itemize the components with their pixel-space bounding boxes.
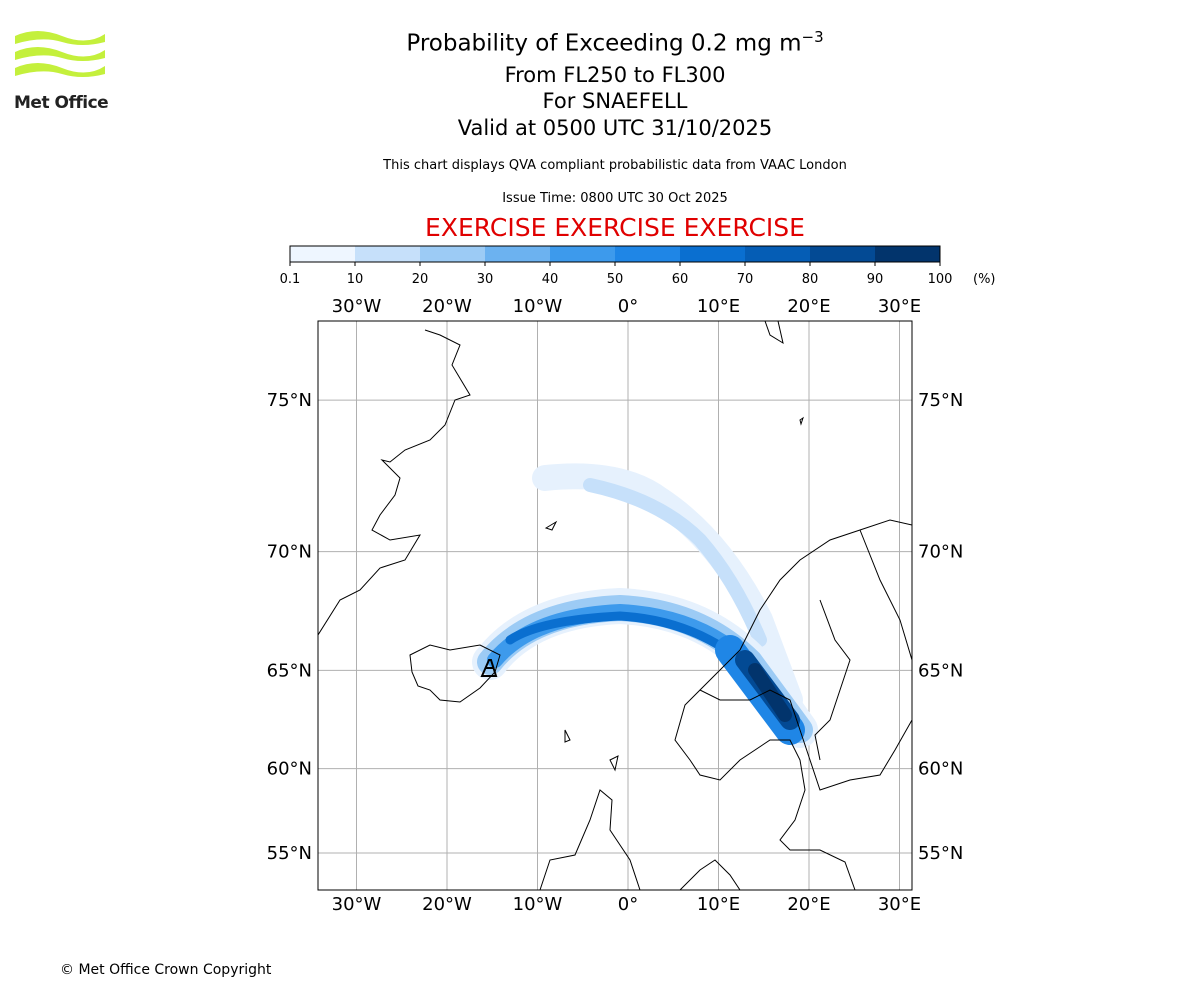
- colorbar-segment: [485, 246, 550, 262]
- lon-label-top: 0°: [618, 296, 638, 317]
- ash-plume: [472, 463, 818, 748]
- lon-label-bottom: 30°E: [878, 894, 921, 915]
- lat-label-left: 60°N: [267, 759, 312, 780]
- colorbar-tick-label: 70: [737, 272, 754, 287]
- lon-label-top: 10°E: [697, 296, 740, 317]
- colorbar-segment: [810, 246, 875, 262]
- lon-label-bottom: 10°E: [697, 894, 740, 915]
- logo-text: Met Office: [14, 93, 108, 112]
- colorbar-tick-label: 50: [607, 272, 624, 287]
- volcano-symbol: [480, 659, 498, 677]
- colorbar-segment: [745, 246, 810, 262]
- lat-label-right: 75°N: [918, 390, 963, 411]
- lon-label-bottom: 10°W: [513, 894, 563, 915]
- issue-time: Issue Time: 0800 UTC 30 Oct 2025: [502, 191, 728, 206]
- subtitle: This chart displays QVA compliant probab…: [383, 158, 847, 173]
- lat-label-left: 55°N: [267, 843, 312, 864]
- colorbar-segment: [290, 246, 355, 262]
- lon-label-bottom: 0°: [618, 894, 638, 915]
- logo-waves: [15, 31, 105, 77]
- colorbar-frame: [289, 245, 941, 263]
- colorbar-segment: [875, 246, 940, 262]
- lat-label-left: 75°N: [267, 390, 312, 411]
- title-superscript: −3: [801, 28, 824, 46]
- lon-label-top: 20°E: [787, 296, 830, 317]
- exercise-banner: EXERCISE EXERCISE EXERCISE: [425, 213, 805, 242]
- colorbar-tick-label: 40: [542, 272, 559, 287]
- colorbar-segment: [680, 246, 745, 262]
- colorbar-tick-label: 60: [672, 272, 689, 287]
- coastlines: [318, 321, 912, 890]
- lat-label-right: 60°N: [918, 759, 963, 780]
- colorbar-tick-label: 90: [867, 272, 884, 287]
- title: Probability of Exceeding 0.2 mg m−3: [406, 28, 823, 57]
- lon-label-top: 20°W: [422, 296, 472, 317]
- title-line: For SNAEFELL: [542, 89, 688, 113]
- colorbar-tick-label: 100: [928, 272, 953, 287]
- colorbar: 0.1 10 20 30 40 50 60 70 80 90 100 (%): [280, 245, 996, 287]
- lon-label-bottom: 20°W: [422, 894, 472, 915]
- colorbar-segment: [550, 246, 615, 262]
- title-line: Valid at 0500 UTC 31/10/2025: [457, 116, 773, 140]
- colorbar-tick-label: 0.1: [280, 272, 301, 287]
- colorbar-tick-label: 80: [802, 272, 819, 287]
- lat-label-right: 65°N: [918, 660, 963, 681]
- lon-label-top: 10°W: [513, 296, 563, 317]
- colorbar-unit: (%): [973, 272, 996, 287]
- colorbar-segment: [355, 246, 420, 262]
- copyright: © Met Office Crown Copyright: [60, 962, 272, 978]
- title-main: Probability of Exceeding 0.2 mg m: [406, 30, 802, 57]
- lon-label-top: 30°E: [878, 296, 921, 317]
- lat-label-left: 65°N: [267, 660, 312, 681]
- title-line: From FL250 to FL300: [504, 63, 726, 87]
- lat-label-right: 70°N: [918, 542, 963, 563]
- lat-label-left: 70°N: [267, 542, 312, 563]
- lat-label-right: 55°N: [918, 843, 963, 864]
- map-frame: [317, 320, 913, 891]
- colorbar-tick-label: 10: [347, 272, 364, 287]
- lon-label-top: 30°W: [332, 296, 382, 317]
- logo: Met Office: [14, 31, 109, 112]
- colorbar-segment: [420, 246, 485, 262]
- colorbar-tick-label: 30: [477, 272, 494, 287]
- colorbar-segment: [615, 246, 680, 262]
- lon-label-bottom: 30°W: [332, 894, 382, 915]
- grid: [318, 321, 912, 890]
- lon-label-bottom: 20°E: [787, 894, 830, 915]
- colorbar-tick-label: 20: [412, 272, 429, 287]
